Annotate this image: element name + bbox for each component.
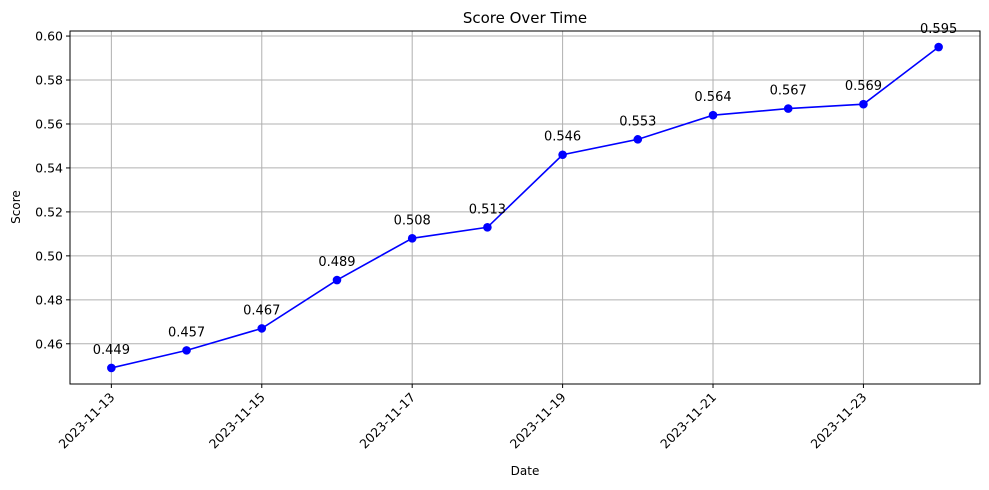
data-point [483,222,492,232]
data-label: 0.513 [469,202,506,217]
data-point [934,42,943,52]
y-tick-label: 0.48 [35,292,63,307]
data-point [332,275,342,285]
x-axis-title: Date [511,464,540,478]
data-label: 0.508 [394,213,431,228]
data-point [407,233,417,243]
y-tick-label: 0.56 [35,116,63,131]
y-tick-label: 0.52 [35,204,63,219]
data-label: 0.567 [770,84,807,99]
y-tick-label: 0.54 [35,160,63,175]
data-point [558,150,567,160]
y-tick-label: 0.58 [35,73,63,88]
grid-lines [70,31,980,384]
data-label: 0.457 [168,325,205,340]
x-axis: 2023-11-13 2023-11-15 2023-11-17 2023-11-19… [56,384,870,451]
y-axis: 0.46 0.48 0.50 0.52 0.54 0.56 0.58 0.60 [35,29,70,351]
x-tick-label: 2023-11-19 [507,389,569,451]
chart-title: Score Over Time [463,9,587,27]
data-labels: 0.449 0.457 0.467 0.489 0.508 0.513 0.546 0.553… [93,22,957,358]
x-tick-label: 2023-11-17 [356,390,418,452]
series-line [111,46,940,369]
y-axis-title: Score [9,190,23,224]
data-label: 0.553 [619,114,656,129]
data-label: 0.595 [920,22,957,37]
y-tick-label: 0.46 [35,336,63,351]
data-point [182,346,191,355]
data-point [633,135,643,144]
data-point [257,324,267,333]
data-point [859,99,868,109]
x-tick-label: 2023-11-15 [206,390,268,452]
y-tick-label: 0.60 [35,29,63,44]
data-point [783,104,793,113]
data-label: 0.564 [694,90,731,105]
data-point [107,363,116,373]
x-tick-label: 2023-11-13 [56,390,118,452]
data-label: 0.449 [93,343,130,358]
plot-area-frame [69,30,981,385]
data-point [708,110,718,120]
x-tick-label: 2023-11-23 [808,390,870,452]
x-tick-label: 2023-11-21 [657,390,719,452]
data-label: 0.467 [243,303,280,318]
data-label: 0.546 [544,130,581,145]
series-layer [107,42,943,373]
y-tick-label: 0.50 [35,248,63,263]
data-label: 0.569 [845,79,882,94]
data-label: 0.489 [318,255,355,270]
